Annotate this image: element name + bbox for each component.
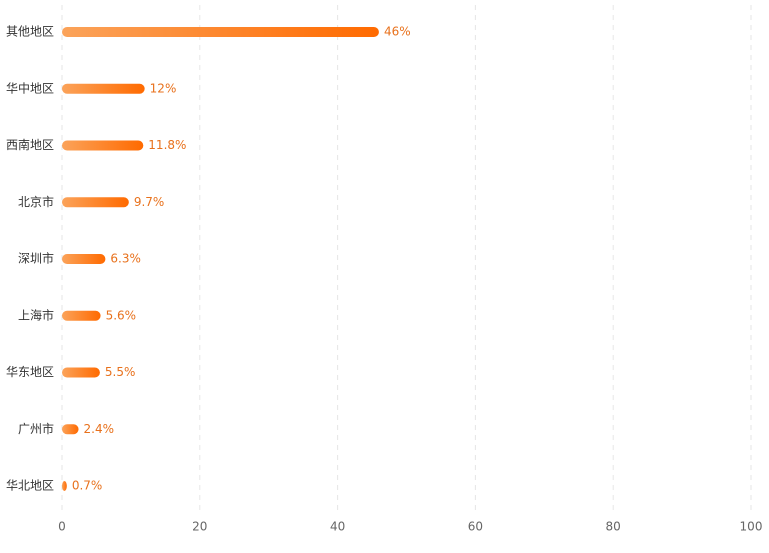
bar	[62, 140, 144, 151]
y-tick-label: 华东地区	[6, 365, 54, 379]
value-label: 9.7%	[134, 195, 165, 209]
y-tick-label: 北京市	[18, 194, 54, 209]
value-label: 11.8%	[148, 138, 186, 152]
y-tick-label: 其他地区	[6, 25, 54, 39]
bar	[62, 27, 379, 37]
x-tick-label: 80	[606, 520, 621, 534]
bar	[62, 310, 101, 321]
value-label: 5.6%	[106, 308, 137, 322]
y-tick-label: 西南地区	[6, 137, 54, 152]
y-tick-label: 华中地区	[6, 80, 54, 95]
value-label: 2.4%	[84, 422, 115, 436]
value-label: 0.7%	[72, 479, 103, 493]
y-tick-label: 广州市	[18, 421, 54, 436]
value-label: 12%	[150, 81, 177, 95]
x-tick-label: 60	[468, 520, 483, 534]
bar	[62, 254, 106, 264]
bar	[62, 481, 67, 491]
value-label: 5.5%	[105, 365, 135, 379]
bar	[62, 197, 129, 208]
x-tick-label: 40	[330, 520, 345, 534]
value-label: 46%	[384, 25, 411, 39]
y-tick-label: 上海市	[18, 307, 54, 322]
bar	[62, 367, 100, 378]
x-tick-label: 100	[740, 520, 763, 534]
y-tick-label: 华北地区	[6, 479, 54, 493]
x-tick-label: 0	[58, 520, 66, 534]
bar	[62, 424, 79, 435]
y-tick-label: 深圳市	[18, 251, 54, 266]
x-tick-label: 20	[192, 520, 207, 534]
bar	[62, 83, 145, 94]
value-label: 6.3%	[110, 252, 141, 266]
